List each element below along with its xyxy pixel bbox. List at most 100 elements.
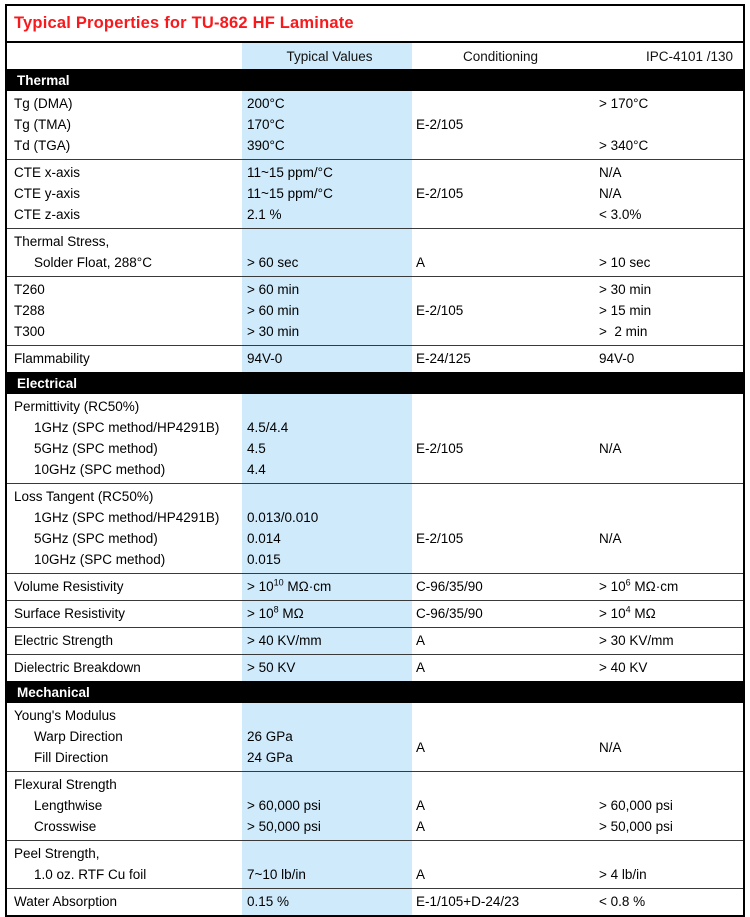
ipc-value: > 4 lb/in: [599, 867, 647, 882]
conditioning-value: E-24/125: [416, 351, 471, 366]
property-group: T260 T288 T300 > 60 min > 60 min > 30 min E-2/…: [7, 276, 743, 345]
property-label: Lengthwise: [34, 798, 103, 813]
typical-value: > 50 KV: [247, 660, 296, 675]
typical-value: > 40 KV/mm: [247, 633, 322, 648]
typical-value: 94V-0: [247, 351, 283, 366]
typical-value: 200°C: [247, 96, 285, 111]
typical-value: > 60 min: [247, 282, 300, 297]
ipc-value: > 30 KV/mm: [599, 633, 674, 648]
typical-value: 2.1 %: [247, 207, 282, 222]
conditioning-value: C-96/35/90: [416, 606, 483, 621]
ipc-value: N/A: [599, 531, 622, 546]
property-label: Surface Resistivity: [14, 606, 126, 621]
typical-value: 4.5: [247, 441, 266, 456]
property-group: Flammability 94V-0 E-24/125 94V-0: [7, 345, 743, 372]
ipc-value: > 2 min: [599, 324, 648, 339]
typical-value: 11~15 ppm/°C: [247, 186, 333, 201]
property-label: Permittivity (RC50%): [14, 399, 140, 414]
property-group: Flexural Strength Lengthwise Crosswise > 60…: [7, 771, 743, 840]
typical-value: > 108 MΩ: [247, 604, 304, 621]
ipc-value: > 340°C: [599, 138, 649, 153]
typical-values-highlight-band: [242, 43, 412, 915]
property-label: Volume Resistivity: [14, 579, 124, 594]
property-label: Tg (TMA): [14, 117, 71, 132]
typical-value: 390°C: [247, 138, 285, 153]
property-label: CTE y-axis: [14, 186, 81, 201]
typical-value: 4.5/4.4: [247, 420, 289, 435]
conditioning-value: E-1/105+D-24/23: [416, 894, 520, 909]
property-label: 10GHz (SPC method): [34, 552, 166, 567]
typical-value: 0.15 %: [247, 894, 290, 909]
typical-value: > 60,000 psi: [247, 798, 321, 813]
ipc-value: < 0.8 %: [599, 894, 646, 909]
conditioning-value: A: [416, 633, 426, 648]
property-group: Surface Resistivity > 108 MΩ C-96/35/90 > 1…: [7, 600, 743, 627]
property-group: Dielectric Breakdown > 50 KV A > 40 KV: [7, 654, 743, 681]
property-group: Tg (DMA) Tg (TMA) Td (TGA) 200°C 170°C 390°C E…: [7, 91, 743, 159]
property-group: CTE x-axis CTE y-axis CTE z-axis 11~15 ppm/…: [7, 159, 743, 228]
property-label: Fill Direction: [34, 750, 109, 765]
property-label: T288: [14, 303, 45, 318]
ipc-value: N/A: [599, 165, 622, 180]
property-label: Thermal Stress,: [14, 234, 110, 249]
ipc-value: > 30 min: [599, 282, 652, 297]
property-group: Permittivity (RC50%) 1GHz (SPC method/HP4…: [7, 394, 743, 483]
typical-value: > 50,000 psi: [247, 819, 321, 834]
conditioning-value: E-2/105: [416, 186, 464, 201]
table-body: Thermal Tg (DMA) Tg (TMA) Td (TGA) 200°C 170°…: [7, 69, 743, 915]
conditioning-value: A: [416, 867, 426, 882]
conditioning-value: C-96/35/90: [416, 579, 483, 594]
typical-value: 11~15 ppm/°C: [247, 165, 333, 180]
property-group: Loss Tangent (RC50%) 1GHz (SPC method/HP4…: [7, 483, 743, 573]
properties-table: Typical Properties for TU-862 HF Laminat…: [5, 4, 745, 917]
property-label: Warp Direction: [34, 729, 123, 744]
conditioning-value: A: [416, 660, 426, 675]
col-header-typical-values: Typical Values: [286, 48, 373, 64]
property-label: CTE x-axis: [14, 165, 81, 180]
property-label: Water Absorption: [14, 894, 118, 909]
property-group: Volume Resistivity > 1010 MΩ·cm C-96/35/90…: [7, 573, 743, 600]
property-label: 10GHz (SPC method): [34, 462, 166, 477]
property-label: Td (TGA): [14, 138, 71, 153]
property-label: Electric Strength: [14, 633, 114, 648]
ipc-value: > 15 min: [599, 303, 652, 318]
typical-value: 4.4: [247, 462, 266, 477]
property-label: 1GHz (SPC method/HP4291B): [34, 510, 220, 525]
typical-value: 170°C: [247, 117, 285, 132]
property-label: 5GHz (SPC method): [34, 441, 158, 456]
property-label: T300: [14, 324, 45, 339]
ipc-value: N/A: [599, 739, 622, 755]
col-header-ipc-4101-130: IPC-4101 /130: [645, 48, 733, 64]
conditioning-value: A: [416, 255, 426, 270]
property-group: Water Absorption 0.15 % E-1/105+D-24/23 < 0…: [7, 888, 743, 915]
property-label: Crosswise: [34, 819, 97, 834]
conditioning-value: A: [416, 739, 426, 755]
ipc-value: > 106 MΩ·cm: [599, 577, 679, 594]
ipc-value: > 104 MΩ: [599, 604, 656, 621]
typical-value: 0.013/0.010: [247, 510, 319, 525]
conditioning-value: E-2/105: [416, 117, 464, 132]
property-label: Flexural Strength: [14, 777, 117, 792]
property-label: 5GHz (SPC method): [34, 531, 158, 546]
conditioning-value: E-2/105: [416, 531, 464, 546]
ipc-value: > 50,000 psi: [599, 819, 673, 834]
property-label: Loss Tangent (RC50%): [14, 489, 154, 504]
ipc-value: N/A: [599, 186, 622, 201]
property-group: Young's Modulus Warp Direction Fill Direct…: [7, 703, 743, 771]
property-label: CTE z-axis: [14, 207, 81, 222]
property-label: 1GHz (SPC method/HP4291B): [34, 420, 220, 435]
typical-value: > 1010 MΩ·cm: [247, 577, 332, 594]
property-label: Dielectric Breakdown: [14, 660, 141, 675]
col-header-conditioning: Conditioning: [462, 48, 539, 64]
property-label: Peel Strength,: [14, 846, 100, 861]
col-header-property: [7, 43, 242, 69]
typical-value: 24 GPa: [247, 750, 293, 765]
property-label: T260: [14, 282, 45, 297]
ipc-value: > 10 sec: [599, 255, 651, 270]
typical-value: > 60 min: [247, 303, 300, 318]
typical-value: 26 GPa: [247, 729, 293, 744]
conditioning-value: A: [416, 798, 426, 813]
section-header-electrical: Electrical: [7, 372, 743, 394]
ipc-value: 94V-0: [599, 351, 635, 366]
column-header-row: Typical Values Conditioning IPC-4101 /13…: [7, 43, 743, 69]
